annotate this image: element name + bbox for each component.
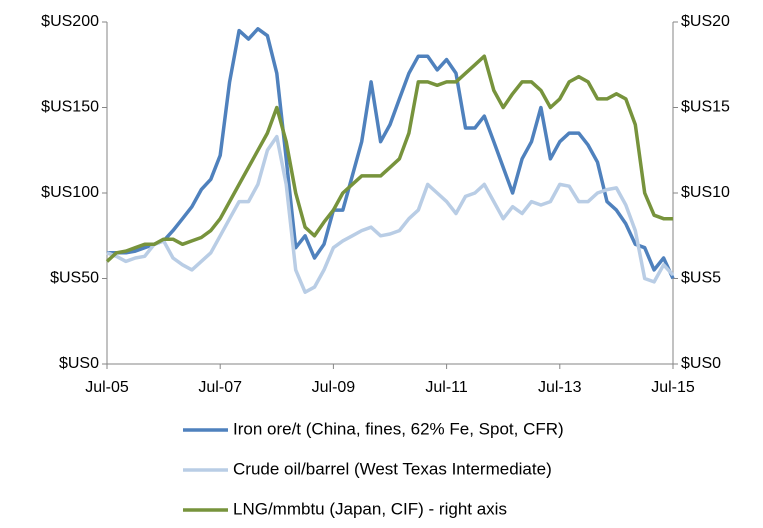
series-line	[106, 134, 675, 294]
legend-label: LNG/mmbtu (Japan, CIF) - right axis	[233, 499, 507, 518]
x-tick-label: Jul-11	[425, 379, 467, 396]
y2-tick-label: $US20	[681, 13, 730, 30]
y2-tick-label: $US10	[681, 184, 730, 201]
y2-tick-label: $US0	[681, 355, 721, 372]
x-tick-label: Jul-15	[651, 379, 695, 396]
legend-label: Iron ore/t (China, fines, 62% Fe, Spot, …	[233, 419, 564, 438]
y-tick-label: $US200	[41, 13, 99, 30]
y-tick-label: $US100	[41, 184, 99, 201]
x-tick-label: Jul-05	[85, 379, 129, 396]
x-tick-label: Jul-07	[198, 379, 242, 396]
x-tick-label: Jul-09	[312, 379, 356, 396]
y2-tick-label: $US5	[681, 270, 721, 287]
y-tick-label: $US150	[41, 99, 99, 116]
x-tick-label: Jul-13	[538, 379, 582, 396]
y-tick-label: $US50	[50, 270, 99, 287]
series-line	[107, 27, 675, 280]
y-tick-label: $US0	[59, 355, 99, 372]
legend: Iron ore/t (China, fines, 62% Fe, Spot, …	[183, 419, 564, 518]
series-line	[105, 54, 673, 263]
y2-tick-label: $US15	[681, 99, 730, 116]
legend-label: Crude oil/barrel (West Texas Intermediat…	[233, 459, 552, 478]
